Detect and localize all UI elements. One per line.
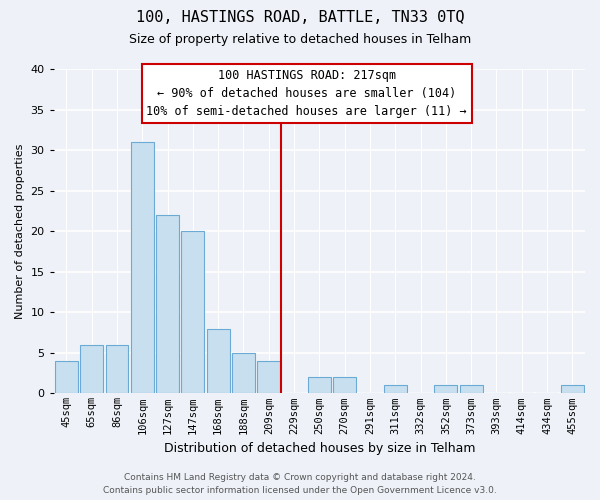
Bar <box>181 231 204 394</box>
Bar <box>384 386 407 394</box>
Bar <box>257 361 280 394</box>
Text: Size of property relative to detached houses in Telham: Size of property relative to detached ho… <box>129 32 471 46</box>
Bar <box>55 361 78 394</box>
Bar <box>131 142 154 394</box>
Bar <box>80 344 103 394</box>
Bar <box>561 386 584 394</box>
Bar <box>106 344 128 394</box>
Bar <box>207 328 230 394</box>
Bar <box>333 377 356 394</box>
Text: 100, HASTINGS ROAD, BATTLE, TN33 0TQ: 100, HASTINGS ROAD, BATTLE, TN33 0TQ <box>136 10 464 25</box>
Bar <box>156 215 179 394</box>
Text: 100 HASTINGS ROAD: 217sqm
← 90% of detached houses are smaller (104)
10% of semi: 100 HASTINGS ROAD: 217sqm ← 90% of detac… <box>146 69 467 118</box>
Bar <box>232 353 255 394</box>
Y-axis label: Number of detached properties: Number of detached properties <box>15 144 25 319</box>
Bar <box>308 377 331 394</box>
Bar <box>460 386 482 394</box>
Bar <box>434 386 457 394</box>
X-axis label: Distribution of detached houses by size in Telham: Distribution of detached houses by size … <box>164 442 475 455</box>
Text: Contains HM Land Registry data © Crown copyright and database right 2024.
Contai: Contains HM Land Registry data © Crown c… <box>103 474 497 495</box>
